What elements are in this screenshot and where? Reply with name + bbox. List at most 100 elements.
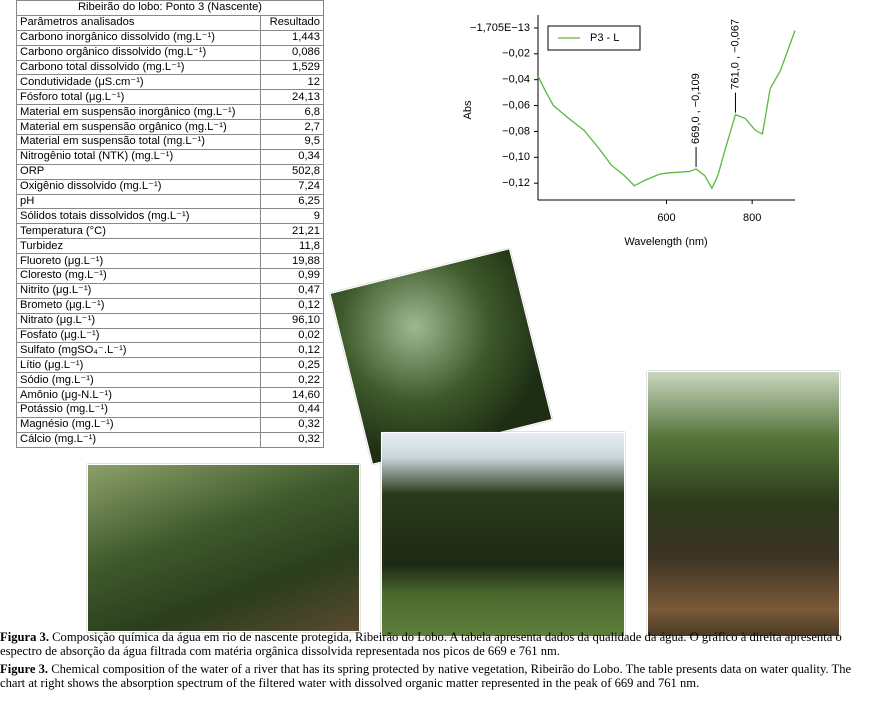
caption-text: Composição química da água em rio de nas… — [0, 630, 842, 658]
spectrum-line — [537, 30, 796, 190]
table-row: Sódio (mg.L⁻¹) 0,22 — [15, 372, 324, 389]
table-row: Material em suspensão total (mg.L⁻¹) 9,5 — [15, 134, 324, 150]
result-cell: 0,25 — [260, 357, 324, 374]
parameter-cell: pH — [15, 193, 262, 210]
result-cell: 0,32 — [260, 416, 324, 433]
parameter-cell: Fósforo total (μg.L⁻¹) — [15, 89, 262, 106]
y-tick-label: −0,04 — [502, 74, 530, 86]
caption-label: Figura 3. — [0, 630, 49, 644]
y-tick-label: −0,12 — [502, 177, 530, 189]
result-cell: 0,12 — [260, 342, 324, 359]
parameter-cell: Turbidez — [15, 238, 262, 255]
table-row: Turbidez 11,8 — [15, 238, 324, 255]
caption-text: Chemical composition of the water of a r… — [0, 662, 852, 690]
parameter-cell: Lítio (μg.L⁻¹) — [15, 357, 262, 374]
result-cell: 9 — [260, 208, 324, 225]
table-row: Nitrogênio total (NTK) (mg.L⁻¹) 0,34 — [15, 148, 324, 165]
table-row: Material em suspensão inorgânico (mg.L⁻¹… — [15, 104, 324, 121]
parameter-cell: Material em suspensão total (mg.L⁻¹) — [15, 134, 262, 150]
photo-stream-vegetation — [87, 464, 360, 632]
table-row: Cálcio (mg.L⁻¹) 0,32 — [15, 431, 324, 448]
result-cell: 19,88 — [260, 253, 324, 270]
result-cell: 1,529 — [260, 59, 324, 76]
table-row: Temperatura (°C) 21,21 — [15, 223, 324, 240]
table-row: Carbono total dissolvido (mg.L⁻¹) 1,529 — [15, 59, 324, 76]
parameter-cell: Oxigênio dissolvido (mg.L⁻¹) — [15, 178, 262, 195]
parameter-cell: Sulfato (mgSO₄⁻.L⁻¹) — [15, 342, 262, 359]
result-cell: 502,8 — [260, 163, 324, 180]
table-row: Brometo (μg.L⁻¹) 0,12 — [15, 297, 324, 314]
y-tick-label: −1,705E−13 — [470, 22, 530, 34]
result-cell: 96,10 — [260, 312, 324, 329]
result-cell: 0,02 — [260, 327, 324, 344]
table-row: Nitrato (μg.L⁻¹) 96,10 — [15, 312, 324, 329]
result-cell: 0,99 — [260, 268, 324, 284]
parameter-cell: Carbono inorgânico dissolvido (mg.L⁻¹) — [15, 29, 262, 46]
parameter-cell: Sólidos totais dissolvidos (mg.L⁻¹) — [15, 208, 262, 225]
caption-label: Figure 3. — [0, 662, 49, 676]
photo-stream-bed — [647, 371, 840, 637]
result-cell: 21,21 — [260, 223, 324, 240]
table-row: Lítio (μg.L⁻¹) 0,25 — [15, 357, 324, 374]
parameter-cell: ORP — [15, 163, 262, 180]
annotation: 761,0 , −0,067 — [729, 19, 741, 90]
table-header: Resultado — [260, 14, 324, 31]
result-cell: 0,47 — [260, 282, 324, 299]
parameter-cell: Nitrito (μg.L⁻¹) — [15, 282, 262, 299]
table-row: Nitrito (μg.L⁻¹) 0,47 — [15, 282, 324, 299]
parameter-cell: Cálcio (mg.L⁻¹) — [15, 431, 262, 448]
parameter-cell: Nitrato (μg.L⁻¹) — [15, 312, 262, 329]
y-tick-label: −0,02 — [502, 48, 530, 60]
table-row: Condutividade (μS.cm⁻¹) 12 — [15, 74, 324, 91]
legend-label: P3 - L — [590, 32, 619, 44]
table-row: ORP 502,8 — [15, 163, 324, 180]
parameter-cell: Condutividade (μS.cm⁻¹) — [15, 74, 262, 91]
table-row: Material em suspensão orgânico (mg.L⁻¹) 2… — [15, 119, 324, 136]
parameter-cell: Carbono total dissolvido (mg.L⁻¹) — [15, 59, 262, 76]
table-row: Magnésio (mg.L⁻¹) 0,32 — [15, 416, 324, 433]
table-row: pH 6,25 — [15, 193, 324, 210]
table-title: Ribeirão do lobo: Ponto 3 (Nascente) — [16, 0, 324, 16]
table-row: Carbono orgânico dissolvido (mg.L⁻¹) 0,08… — [15, 44, 324, 61]
result-cell: 24,13 — [260, 89, 324, 106]
table-row: Carbono inorgânico dissolvido (mg.L⁻¹) 1,… — [15, 29, 324, 46]
result-cell: 9,5 — [260, 134, 324, 150]
result-cell: 11,8 — [260, 238, 324, 255]
parameter-cell: Potássio (mg.L⁻¹) — [15, 402, 262, 418]
parameter-cell: Brometo (μg.L⁻¹) — [15, 297, 262, 314]
parameter-cell: Material em suspensão orgânico (mg.L⁻¹) — [15, 119, 262, 136]
result-cell: 0,12 — [260, 297, 324, 314]
parameter-cell: Material em suspensão inorgânico (mg.L⁻¹… — [15, 104, 262, 121]
parameter-cell: Amônio (μg-N.L⁻¹) — [15, 387, 262, 404]
spectrum-chart: Abs Wavelength (nm) −1,705E−13 −0,02 −0,04… — [462, 15, 796, 248]
y-tick-label: −0,08 — [502, 125, 530, 137]
result-cell: 14,60 — [260, 387, 324, 404]
table-row: Fosfato (μg.L⁻¹) 0,02 — [15, 327, 324, 344]
table-row: Fluoreto (μg.L⁻¹) 19,88 — [15, 253, 324, 270]
result-cell: 2,7 — [260, 119, 324, 136]
photo-forest-edge — [381, 432, 625, 637]
parameter-cell: Temperatura (°C) — [15, 223, 262, 240]
table-row: Amônio (μg-N.L⁻¹) 14,60 — [15, 387, 324, 404]
parameter-cell: Fluoreto (μg.L⁻¹) — [15, 253, 262, 270]
caption-pt: Figura 3. Composição química da água em … — [0, 630, 871, 658]
result-cell: 0,086 — [260, 44, 324, 61]
table-row: Potássio (mg.L⁻¹) 0,44 — [15, 402, 324, 418]
parameter-cell: Carbono orgânico dissolvido (mg.L⁻¹) — [15, 44, 262, 61]
x-tick-label: 600 — [657, 212, 675, 224]
table-row: Fósforo total (μg.L⁻¹) 24,13 — [15, 89, 324, 106]
parameter-cell: Magnésio (mg.L⁻¹) — [15, 416, 262, 433]
result-cell: 0,34 — [260, 148, 324, 165]
table-header: Parâmetros analisados — [15, 14, 262, 31]
parameter-cell: Fosfato (μg.L⁻¹) — [15, 327, 262, 344]
parameter-cell: Sódio (mg.L⁻¹) — [15, 372, 262, 389]
parameter-cell: Cloresto (mg.L⁻¹) — [15, 268, 262, 284]
result-cell: 0,44 — [260, 402, 324, 418]
result-cell: 0,32 — [260, 431, 324, 448]
result-cell: 12 — [260, 74, 324, 91]
parameter-cell: Nitrogênio total (NTK) (mg.L⁻¹) — [15, 148, 262, 165]
table-row: Oxigênio dissolvido (mg.L⁻¹) 7,24 — [15, 178, 324, 195]
y-axis-label: Abs — [462, 100, 474, 119]
y-tick-label: −0,10 — [502, 151, 530, 163]
